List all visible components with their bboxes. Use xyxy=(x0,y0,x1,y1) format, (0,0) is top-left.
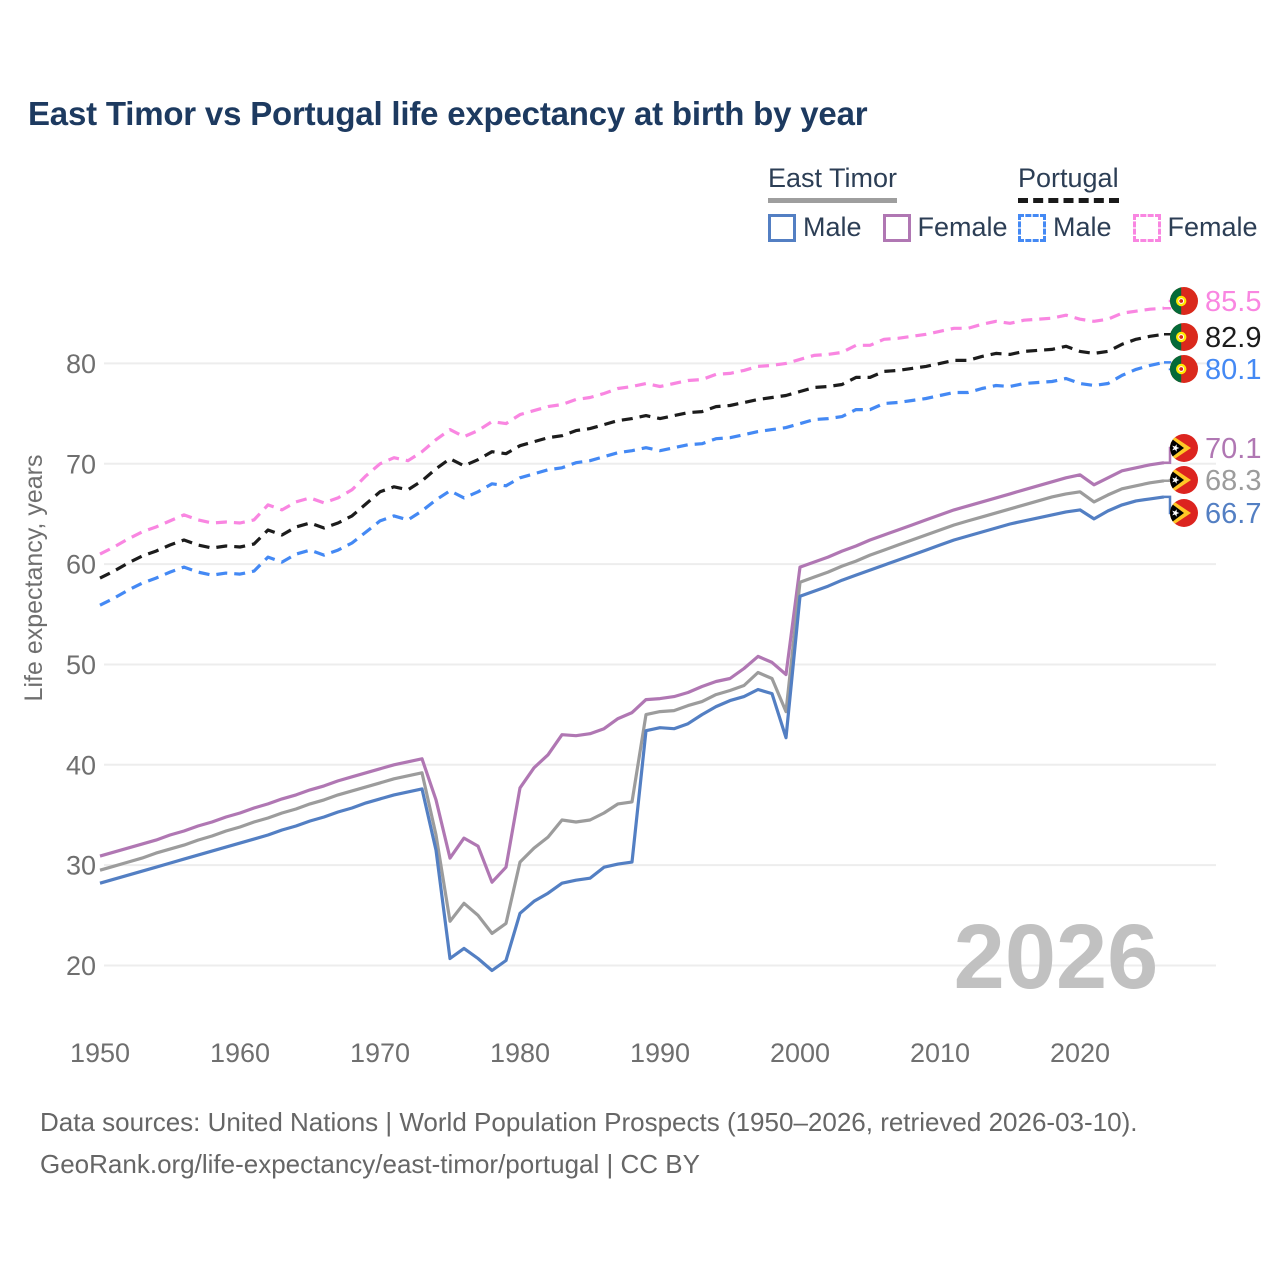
legend-group-east-timor: East Timor Male Female xyxy=(768,163,1029,243)
end-value-label-east-timor-both-sexes: 68.3 xyxy=(1205,465,1261,497)
y-tick-label: 30 xyxy=(66,851,96,881)
legend-item-east-timor-male[interactable]: Male xyxy=(768,212,862,243)
portugal-female-swatch-icon xyxy=(1132,213,1161,242)
end-value-label-portugal-female: 85.5 xyxy=(1205,286,1261,318)
legend-label-male: Male xyxy=(803,212,862,242)
watermark-year: 2026 xyxy=(954,906,1159,1008)
end-value-label-portugal-male: 80.1 xyxy=(1205,354,1261,386)
end-value-label-portugal-both-sexes: 82.9 xyxy=(1205,322,1261,354)
page-title: East Timor vs Portugal life expectancy a… xyxy=(28,95,868,132)
x-tick-label: 2020 xyxy=(1050,1038,1110,1068)
legend-header-portugal: Portugal xyxy=(1018,163,1119,203)
leader-line xyxy=(1164,333,1172,339)
y-tick-label: 60 xyxy=(66,550,96,580)
end-annotations: 85.5 82.980.1 70.168.366.7 xyxy=(1164,286,1261,530)
x-tick-label: 1990 xyxy=(630,1038,690,1068)
y-tick-label: 80 xyxy=(66,349,96,379)
east-timor-flag-icon xyxy=(1170,466,1198,494)
x-tick-label: 2000 xyxy=(770,1038,830,1068)
east-timor-flag-icon xyxy=(1170,434,1198,462)
legend-label-female: Female xyxy=(917,212,1008,242)
legend-group-portugal: Portugal Male Female xyxy=(1018,163,1279,243)
series-line-east-timor-both-sexes[interactable] xyxy=(99,479,1165,936)
x-tick-label: 1980 xyxy=(490,1038,550,1068)
series-line-east-timor-female[interactable] xyxy=(99,461,1165,884)
series-line-east-timor-male[interactable] xyxy=(99,495,1165,973)
y-axis-title: Life expectancy, years xyxy=(20,455,48,702)
series-line-portugal-female[interactable] xyxy=(99,306,1165,556)
y-axis: 20 30 40 50 60 70 80 Life expectancy, years xyxy=(20,349,96,981)
x-tick-label: 1960 xyxy=(210,1038,270,1068)
legend-item-portugal-male[interactable]: Male xyxy=(1018,212,1112,243)
x-tick-label: 1950 xyxy=(70,1038,130,1068)
y-tick-label: 40 xyxy=(66,750,96,780)
legend-label-male: Male xyxy=(1053,212,1112,242)
x-tick-label: 2010 xyxy=(910,1038,970,1068)
portugal-flag-icon xyxy=(1170,355,1198,383)
x-tick-label: 1970 xyxy=(350,1038,410,1068)
legend-label-female: Female xyxy=(1167,212,1258,242)
east-timor-female-swatch-icon xyxy=(882,213,911,242)
legend-item-portugal-female[interactable]: Female xyxy=(1132,212,1258,243)
legend-item-east-timor-female[interactable]: Female xyxy=(882,212,1008,243)
footer-url-line[interactable]: GeoRank.org/life-expectancy/east-timor/p… xyxy=(40,1148,700,1179)
y-tick-label: 50 xyxy=(66,650,96,680)
end-value-label-east-timor-female: 70.1 xyxy=(1205,433,1261,465)
data-source-footer: Data sources: United Nations | World Pop… xyxy=(40,1102,1137,1185)
watermark: 2026 xyxy=(954,906,1159,1008)
end-value-label-east-timor-male: 66.7 xyxy=(1205,498,1261,530)
portugal-flag-icon xyxy=(1170,323,1198,351)
footer-sources-line: Data sources: United Nations | World Pop… xyxy=(40,1107,1138,1137)
y-tick-label: 20 xyxy=(66,951,96,981)
east-timor-flag-icon xyxy=(1170,499,1198,527)
legend-header-east-timor: East Timor xyxy=(768,163,898,203)
portugal-male-swatch-icon xyxy=(1018,213,1046,242)
series-line-portugal-both-sexes[interactable] xyxy=(99,332,1165,580)
portugal-flag-icon xyxy=(1170,287,1198,315)
x-axis: 1950 1960 1970 1980 1990 2000 2010 2020 xyxy=(70,1038,1110,1068)
y-tick-label: 70 xyxy=(66,449,96,479)
series-line-portugal-male[interactable] xyxy=(99,360,1165,607)
gridlines xyxy=(104,362,1216,967)
east-timor-male-swatch-icon xyxy=(768,213,796,242)
series-lines xyxy=(99,306,1165,973)
